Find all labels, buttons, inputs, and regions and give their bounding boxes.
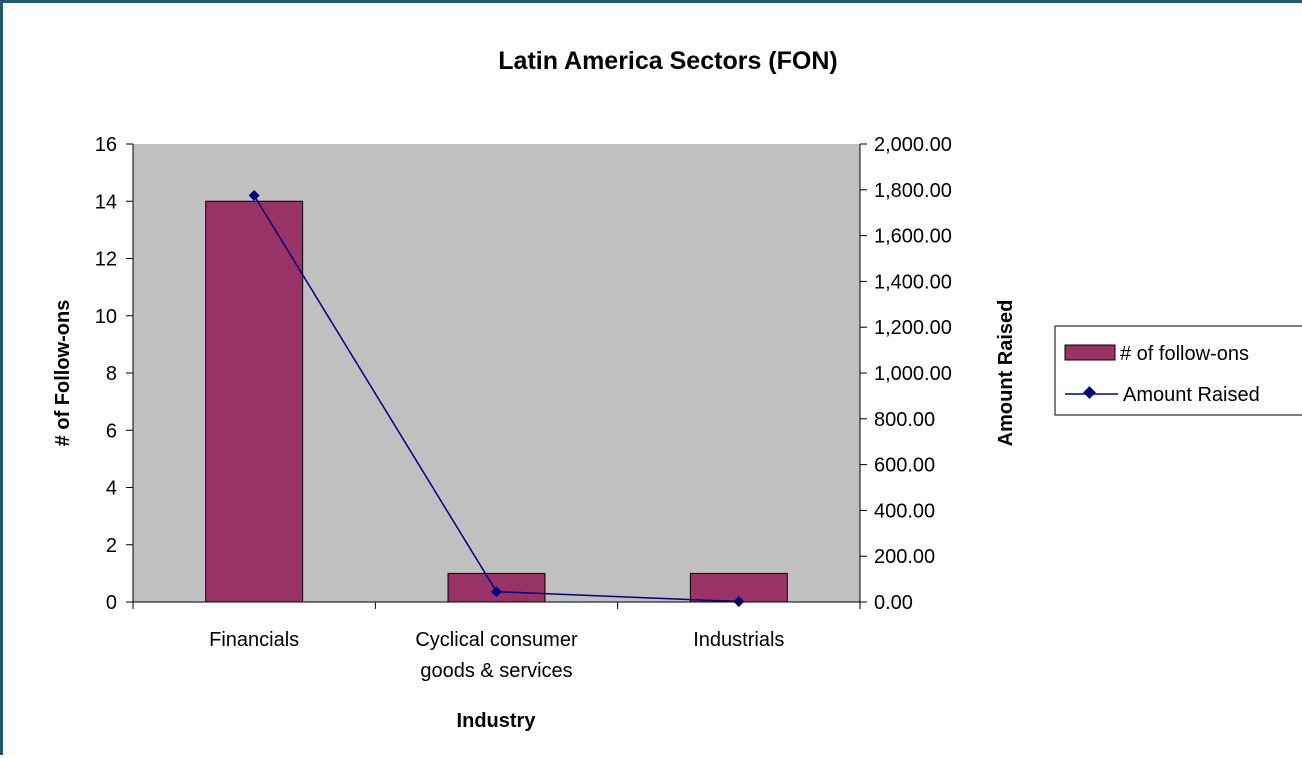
y2-tick-label-3: 600.00 — [874, 455, 935, 477]
y2-tick-label-7: 1,400.00 — [874, 271, 952, 293]
legend-box — [1054, 325, 1302, 416]
y2-tick-label-9: 1,800.00 — [874, 180, 952, 202]
y-tick-label-5: 10 — [95, 306, 117, 328]
y2-tick-label-4: 800.00 — [874, 409, 935, 431]
bar-0 — [205, 200, 304, 603]
y-tick-label-3: 6 — [106, 420, 117, 442]
legend-bar-swatch — [1064, 344, 1116, 361]
axes-layer: 0 2 4 6 8 10 12 14 16 0.00 200.00 400.00 600.00 800.0… — [95, 134, 952, 682]
x-axis-title: Industry — [457, 710, 537, 732]
line-layer — [248, 190, 745, 608]
y-axis-title: # of Follow-ons — [52, 300, 74, 447]
x-tick-label-2-line-0: Industrials — [693, 629, 784, 651]
y2-axis-title: Amount Raised — [995, 300, 1017, 447]
y2-tick-label-8: 1,600.00 — [874, 226, 952, 248]
x-tick-label-1-line-1: goods & services — [420, 660, 572, 682]
y2-tick-label-1: 200.00 — [874, 546, 935, 568]
x-tick-label-1: Cyclical consumer goods & services — [415, 629, 578, 682]
x-tick-label-0: Financials — [209, 629, 299, 651]
y-tick-label-0: 0 — [106, 592, 117, 614]
legend: # of follow-ons Amount Raised — [1054, 325, 1302, 416]
y-tick-label-6: 12 — [95, 249, 117, 271]
x-tick-label-0-line-0: Financials — [209, 629, 299, 651]
amount-raised-point-0 — [248, 190, 260, 202]
y-tick-label-7: 14 — [95, 191, 117, 213]
amount-raised-point-1 — [491, 586, 502, 598]
chart-title: Latin America Sectors (FON) — [498, 47, 837, 75]
chart-svg: Latin America Sectors (FON) 0 2 4 6 8 10 12 14 1… — [52, 47, 1302, 732]
x-tick-label-1-line-0: Cyclical consumer — [415, 629, 578, 651]
legend-label-follow-ons: # of follow-ons — [1120, 343, 1249, 365]
y-tick-label-8: 16 — [95, 134, 117, 156]
y-tick-label-4: 8 — [106, 363, 117, 385]
y-tick-label-2: 4 — [106, 478, 117, 500]
y2-tick-label-5: 1,000.00 — [874, 363, 952, 385]
y2-tick-label-2: 400.00 — [874, 500, 935, 522]
legend-label-amount-raised: Amount Raised — [1123, 384, 1260, 406]
y2-tick-label-6: 1,200.00 — [874, 317, 952, 339]
x-tick-label-2: Industrials — [693, 629, 784, 651]
y2-tick-label-0: 0.00 — [874, 592, 913, 614]
y2-tick-label-10: 2,000.00 — [874, 134, 952, 156]
y-tick-label-1: 2 — [106, 535, 117, 557]
